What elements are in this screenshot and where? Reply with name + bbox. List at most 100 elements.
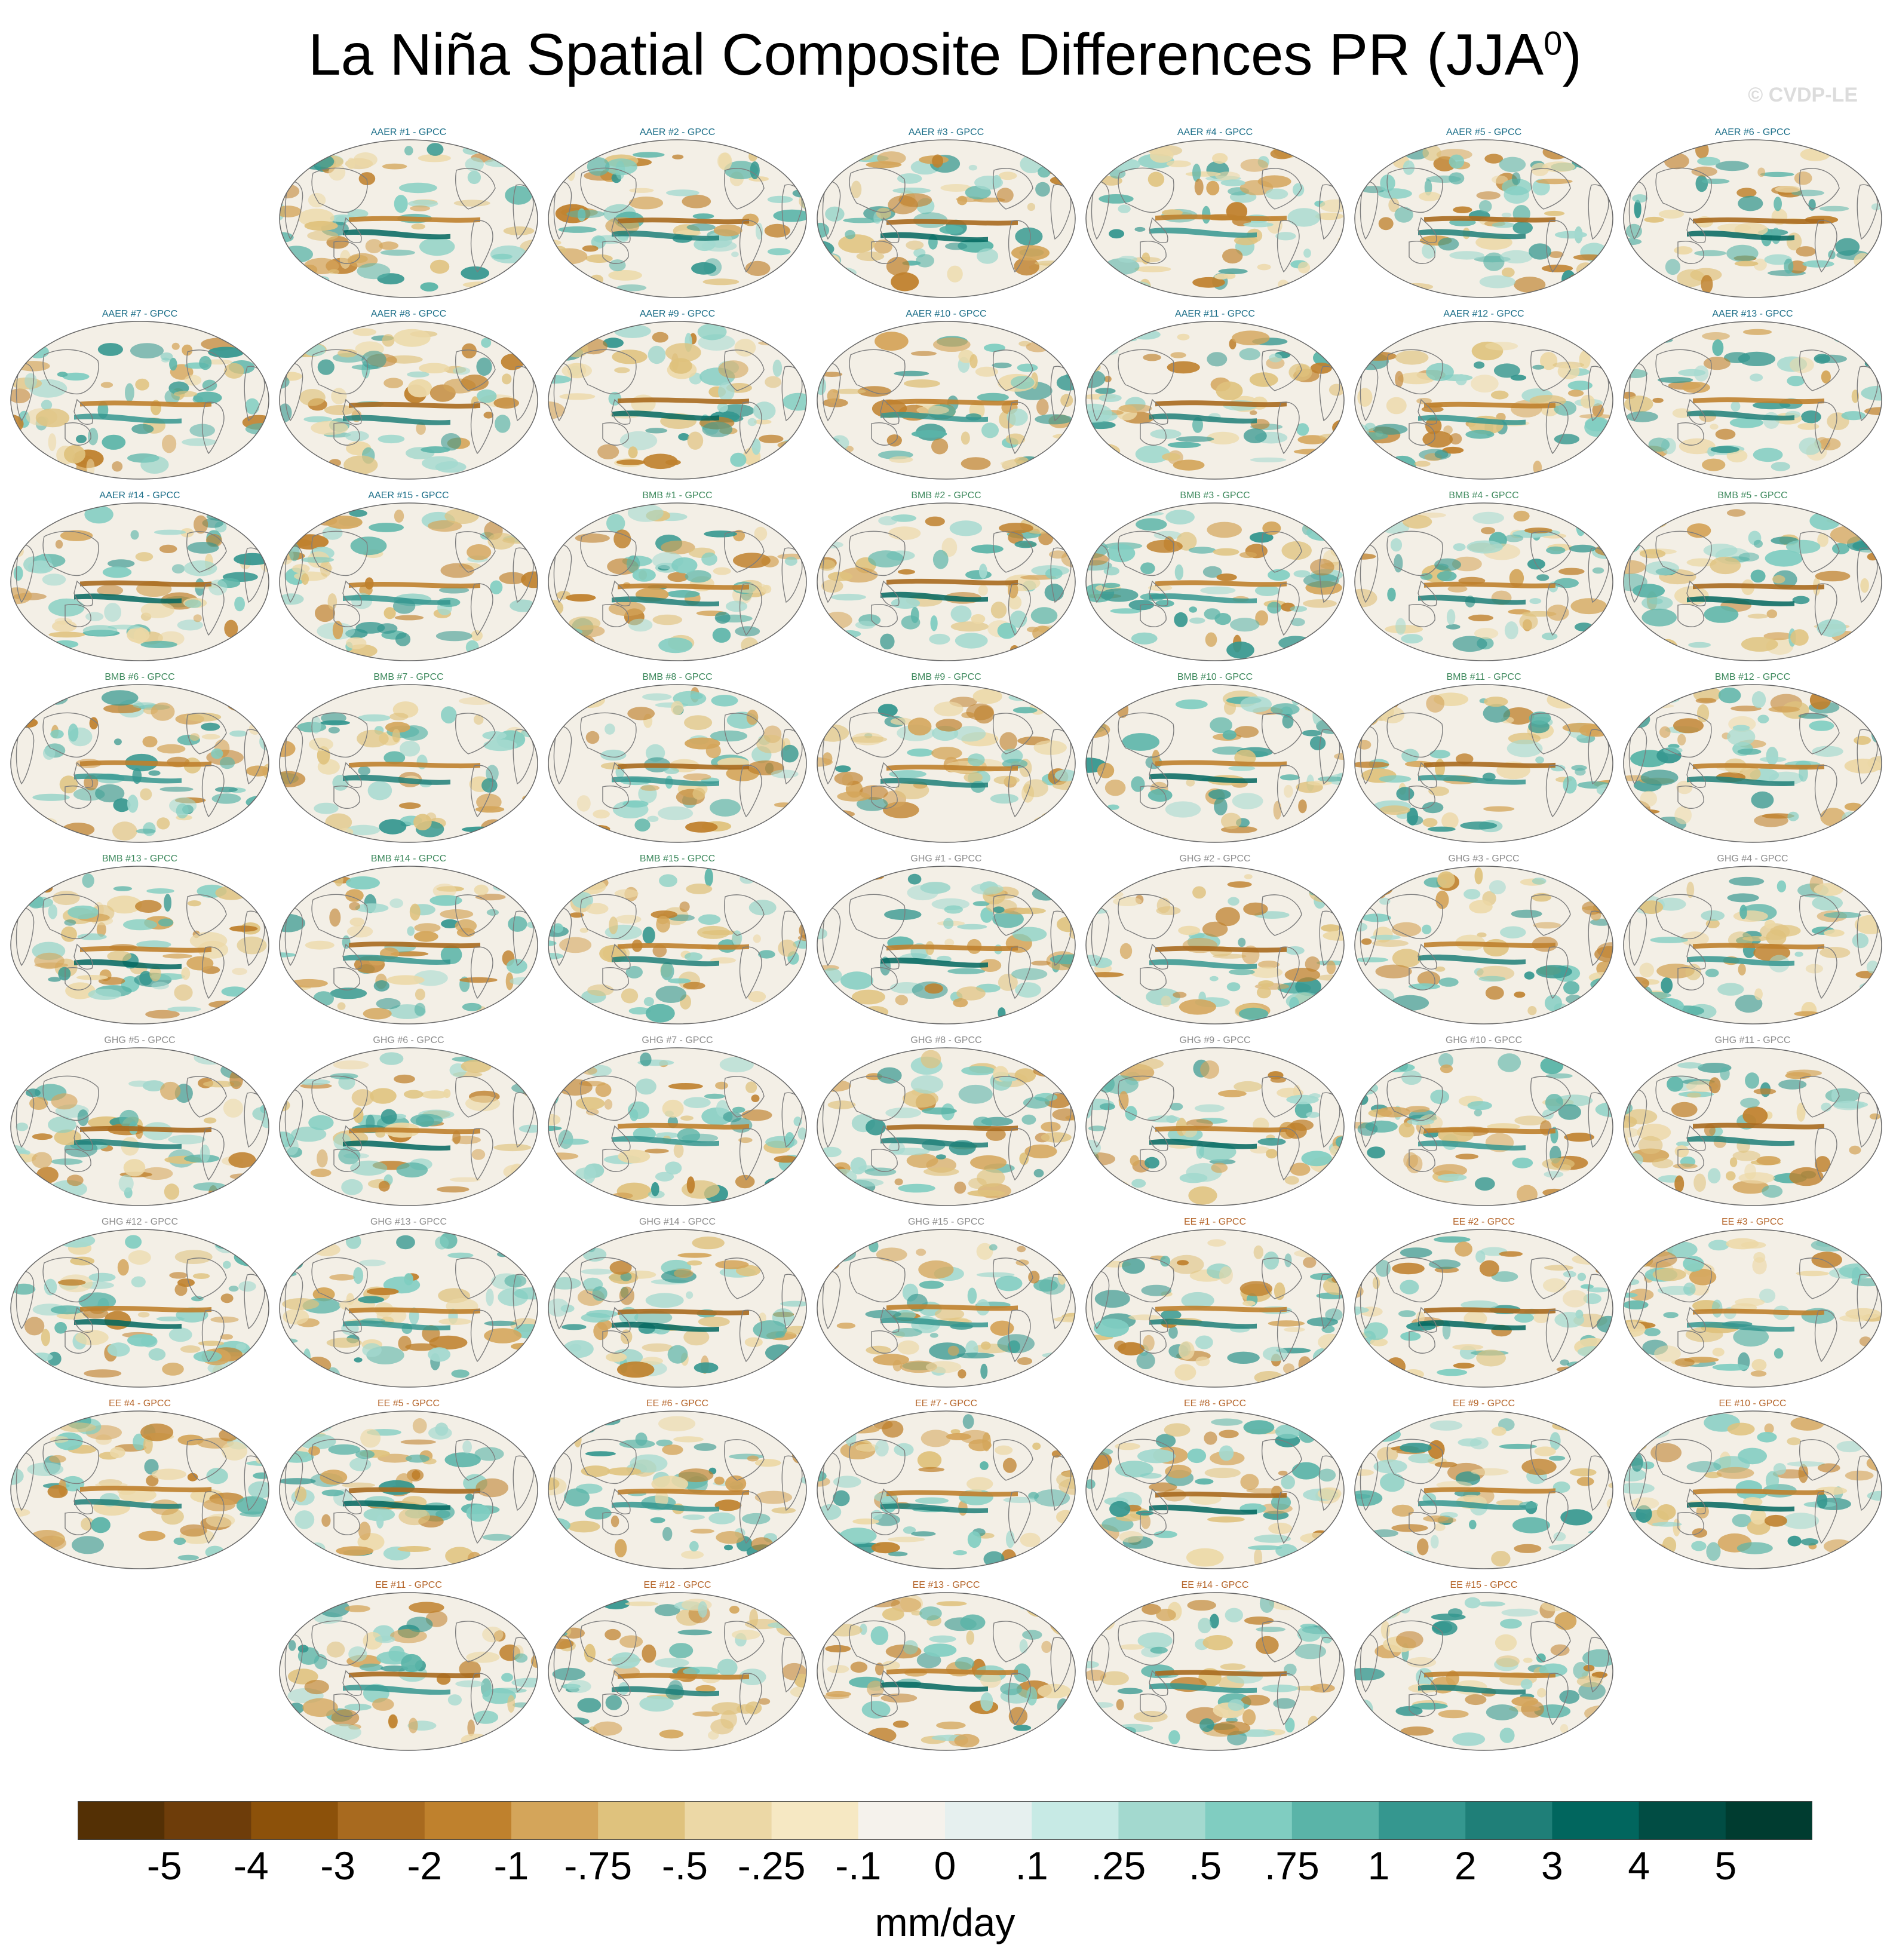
anomaly-blob <box>548 162 560 180</box>
anomaly-blob <box>305 940 335 950</box>
anomaly-blob <box>32 793 70 801</box>
anomaly-blob <box>715 1081 728 1090</box>
anomaly-blob <box>605 1628 621 1640</box>
anomaly-blob <box>1127 1734 1137 1747</box>
anomaly-blob <box>168 1134 205 1145</box>
coastline <box>1360 726 1379 785</box>
panel-label: GHG #7 - GPCC <box>642 1035 713 1045</box>
anomaly-blob <box>1711 1299 1723 1318</box>
anomaly-blob <box>1139 278 1151 296</box>
anomaly-blob <box>76 975 108 980</box>
anomaly-blob <box>392 729 400 743</box>
anomaly-blob <box>1692 1528 1708 1538</box>
anomaly-blob <box>1624 143 1627 158</box>
anomaly-blob <box>1419 191 1441 201</box>
coastline <box>1262 713 1302 754</box>
anomaly-blob <box>407 926 415 936</box>
coastline <box>201 583 225 636</box>
anomaly-blob <box>1240 1474 1259 1490</box>
anomaly-blob <box>1255 610 1268 626</box>
coastline <box>342 398 362 425</box>
anomaly-blob <box>1273 800 1282 820</box>
coastline <box>1091 181 1110 240</box>
anomaly-blob <box>1688 642 1711 648</box>
anomaly-blob <box>206 1468 228 1484</box>
anomaly-blob <box>748 900 777 916</box>
anomaly-blob <box>1833 279 1865 287</box>
coastline <box>73 398 93 425</box>
anomaly-blob <box>1860 1358 1881 1364</box>
anomaly-blob <box>971 614 986 624</box>
anomaly-blob <box>585 903 609 915</box>
anomaly-blob <box>148 770 161 776</box>
coastline <box>1530 1257 1571 1299</box>
map-panel: AAER #1 - GPCC <box>277 127 540 303</box>
anomaly-blob <box>910 1075 944 1094</box>
title-superscript: 0 <box>1544 24 1563 62</box>
anomaly-blob <box>1243 1420 1275 1435</box>
anomaly-blob <box>1211 1162 1228 1173</box>
anomaly-blob <box>1271 703 1300 716</box>
anomaly-blob <box>1296 822 1328 837</box>
anomaly-blob <box>579 928 588 933</box>
anomaly-blob <box>677 1253 712 1258</box>
anomaly-blob <box>47 1484 68 1498</box>
anomaly-blob <box>438 1318 471 1325</box>
anomaly-blob <box>1650 1443 1682 1462</box>
coastline <box>993 531 1033 573</box>
anomaly-blob <box>628 197 664 210</box>
anomaly-blob <box>1447 585 1468 593</box>
map-panel: EE #10 - GPCC <box>1621 1398 1884 1574</box>
coastline <box>822 1634 841 1693</box>
anomaly-blob <box>394 615 424 621</box>
anomaly-blob <box>1292 183 1305 197</box>
anomaly-blob <box>1234 1081 1262 1092</box>
map-plot <box>279 502 538 661</box>
equatorial-dry-band <box>618 397 749 404</box>
anomaly-blob <box>501 698 538 706</box>
anomaly-blob <box>1786 539 1821 554</box>
coastline <box>73 580 93 606</box>
anomaly-blob <box>1284 784 1293 798</box>
map-background <box>1086 321 1344 479</box>
anomaly-blob <box>1712 1348 1725 1357</box>
anomaly-blob <box>324 405 356 415</box>
anomaly-blob <box>1863 154 1882 163</box>
coastline <box>1814 220 1837 273</box>
anomaly-blob <box>363 1508 395 1522</box>
anomaly-blob <box>682 1514 705 1520</box>
coastline <box>455 349 496 391</box>
anomaly-blob <box>1799 437 1822 455</box>
anomaly-blob <box>1401 634 1423 644</box>
anomaly-blob <box>1194 1104 1225 1112</box>
anomaly-blob <box>1318 1468 1336 1482</box>
panel-label: BMB #10 - GPCC <box>1177 672 1253 682</box>
anomaly-blob <box>715 1260 749 1269</box>
anomaly-blob <box>51 620 77 633</box>
anomaly-blob <box>1738 1172 1775 1184</box>
anomaly-blob <box>1408 983 1441 990</box>
coastline <box>311 349 368 395</box>
anomaly-blob <box>628 618 653 632</box>
coastline <box>1008 1673 1031 1726</box>
anomaly-blob <box>761 872 786 885</box>
anomaly-blob <box>490 580 503 594</box>
coastline <box>553 544 572 603</box>
anomaly-blob <box>1207 1239 1226 1247</box>
anomaly-blob <box>1557 363 1580 379</box>
anomaly-blob <box>1097 158 1118 164</box>
anomaly-blob <box>100 382 113 388</box>
anomaly-blob <box>1426 694 1445 713</box>
coastline <box>739 1128 762 1181</box>
anomaly-blob <box>1392 1262 1425 1275</box>
anomaly-blob <box>514 1653 528 1663</box>
anomaly-blob <box>1637 1542 1669 1562</box>
equatorial-dry-band <box>1693 1122 1824 1130</box>
anomaly-blob <box>1014 257 1039 276</box>
anomaly-blob <box>357 263 391 280</box>
anomaly-blob <box>1257 961 1280 969</box>
anomaly-blob <box>753 419 772 425</box>
anomaly-blob <box>645 744 665 762</box>
equatorial-dry-band <box>1155 946 1287 953</box>
anomaly-blob <box>1306 686 1320 706</box>
